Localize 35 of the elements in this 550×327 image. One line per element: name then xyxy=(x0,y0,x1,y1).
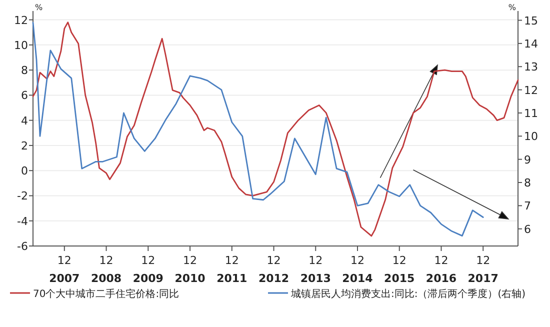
x-tick-label: 12 2011 xyxy=(216,254,248,285)
x-tick-label: 12 2010 xyxy=(174,254,206,285)
y2-tick-label: 6 xyxy=(524,222,531,236)
y2-tick-label: 12 xyxy=(524,84,538,97)
y2-tick-label: 10 xyxy=(524,130,538,144)
y-tick-label: 4 xyxy=(21,114,28,128)
y-tick-label: 8 xyxy=(21,64,28,78)
y-tick-label: 10 xyxy=(14,38,28,52)
y2-tick-label: 11 xyxy=(524,106,538,120)
y-tick-label: 0 xyxy=(21,164,28,178)
y2-tick-label: 9 xyxy=(524,153,531,166)
y2-tick-label: 15 xyxy=(524,14,538,28)
x-tick-label: 12 2013 xyxy=(300,254,331,285)
x-tick-label: 12 2014 xyxy=(342,254,374,285)
legend-label: 70个大中城市二手住宅价格:同比 xyxy=(33,288,180,300)
x-tick-label: 12 2009 xyxy=(132,254,164,285)
x-tick-label: 12 2017 xyxy=(468,254,498,285)
y-tick-label: -6 xyxy=(17,240,28,253)
y2-axis-title: % xyxy=(508,3,516,12)
x-tick-label: 12 2008 xyxy=(90,254,122,285)
y2-tick-label: 7 xyxy=(524,200,531,213)
x-tick-label: 12 2015 xyxy=(384,254,415,285)
y2-tick-label: 8 xyxy=(524,176,531,190)
y-tick-label: 2 xyxy=(21,139,28,152)
y2-tick-label: 14 xyxy=(524,37,538,50)
y-axis-title: % xyxy=(35,3,43,12)
x-tick-label: 12 2007 xyxy=(49,254,80,285)
y-tick-label: 12 xyxy=(14,14,28,27)
x-tick-label: 12 2016 xyxy=(426,254,457,285)
y-tick-label: 6 xyxy=(21,89,28,102)
x-tick-label: 12 2012 xyxy=(258,254,290,285)
y-tick-label: -4 xyxy=(17,214,28,228)
y2-tick-label: 13 xyxy=(524,60,538,74)
legend-label: 城镇居民人均消费支出:同比:（滞后两个季度）(右轴) xyxy=(290,288,526,300)
y-tick-label: -2 xyxy=(17,190,28,203)
